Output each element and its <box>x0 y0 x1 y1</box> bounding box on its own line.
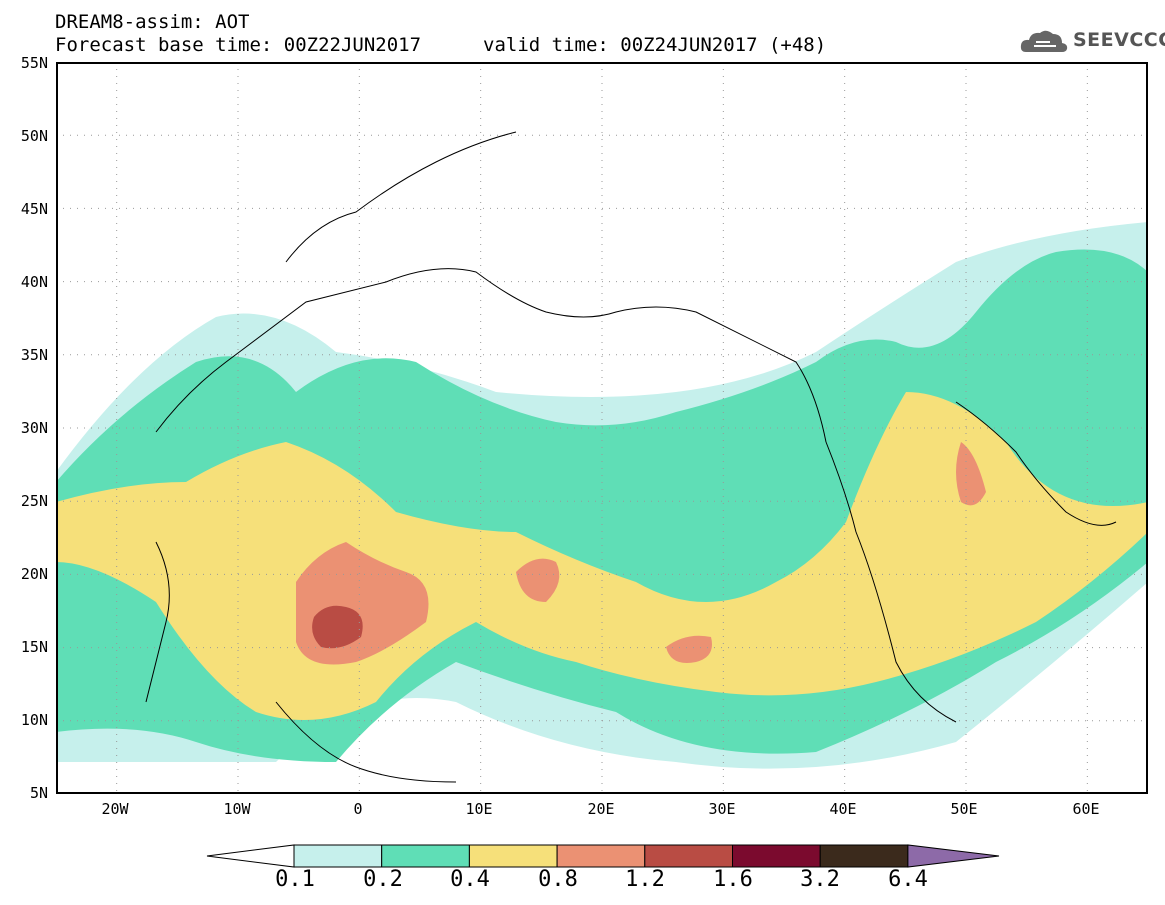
colorbar-box <box>732 844 821 868</box>
lon-label: 20E <box>587 800 615 818</box>
aot-contour-0.8-d <box>956 442 986 506</box>
lon-label: 10E <box>465 800 493 818</box>
colorbar-label: 6.4 <box>888 867 928 892</box>
aot-map <box>56 62 1148 794</box>
lat-label: 50N <box>20 127 48 145</box>
map-frame <box>56 62 1148 794</box>
colorbar-box <box>293 844 383 868</box>
colorbar-label: 0.2 <box>363 867 403 892</box>
lon-label: 10W <box>223 800 251 818</box>
colorbar-label: 1.2 <box>625 867 665 892</box>
colorbar-label: 0.4 <box>450 867 490 892</box>
lat-label: 10N <box>20 711 48 729</box>
colorbar-box <box>556 844 646 868</box>
colorbar-label: 1.6 <box>713 867 753 892</box>
lat-label: 20N <box>20 565 48 583</box>
lat-label: 25N <box>20 492 48 510</box>
coastlines <box>145 131 1117 783</box>
colorbar-label: 0.8 <box>538 867 578 892</box>
colorbar-low-end <box>206 844 295 868</box>
colorbar-high-end <box>907 844 1000 868</box>
lon-label: 40E <box>829 800 857 818</box>
aot-contour-1.2 <box>312 605 363 649</box>
lat-label: 45N <box>20 200 48 218</box>
map-title: DREAM8-assim: AOT <box>55 11 250 33</box>
lon-label: 0 <box>353 800 363 818</box>
lat-label: 30N <box>20 419 48 437</box>
lat-label: 5N <box>29 784 48 802</box>
colorbar-box <box>381 844 470 868</box>
lat-label: 40N <box>20 273 48 291</box>
forecast-base-time: Forecast base time: 00Z22JUN2017 <box>55 34 422 56</box>
aot-contour-0.8-c <box>666 635 712 663</box>
lat-label: 35N <box>20 346 48 364</box>
lon-label: 60E <box>1072 800 1100 818</box>
lat-label: 55N <box>20 54 48 72</box>
colorbar-box <box>468 844 558 868</box>
colorbar <box>206 844 1000 868</box>
seevccc-logo-text: SEEVCCC <box>1073 29 1165 51</box>
lon-label: 50E <box>950 800 978 818</box>
cloud-icon <box>1020 30 1068 52</box>
colorbar-box <box>644 844 733 868</box>
colorbar-label: 0.1 <box>275 867 315 892</box>
valid-time: valid time: 00Z24JUN2017 (+48) <box>483 34 827 56</box>
lon-label: 20W <box>101 800 129 818</box>
lat-label: 15N <box>20 638 48 656</box>
colorbar-box <box>819 844 909 868</box>
colorbar-label: 3.2 <box>800 867 840 892</box>
aot-contour-0.8-b <box>516 558 560 602</box>
lon-label: 30E <box>708 800 736 818</box>
